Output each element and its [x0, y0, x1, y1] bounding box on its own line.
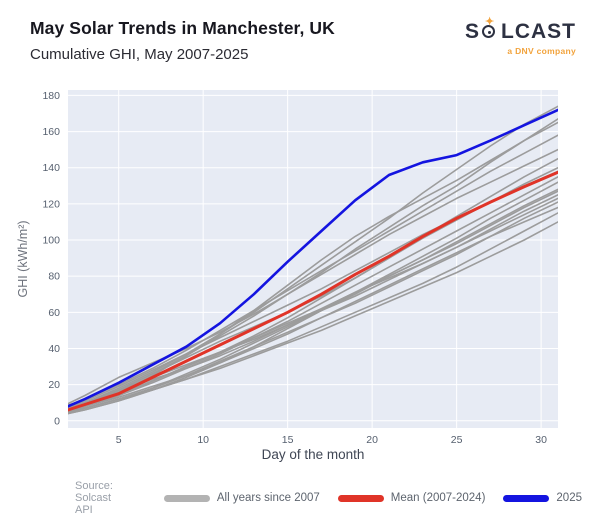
chart-footer: Source: Solcast API All years since 2007… [0, 480, 600, 516]
x-tick-label: 30 [535, 434, 547, 446]
legend-label: All years since 2007 [216, 492, 320, 504]
x-tick-label: 20 [366, 434, 378, 446]
legend-item-mean: Mean (2007-2024) [337, 492, 486, 504]
solcast-logo-text: S ✦ LCAST [464, 16, 576, 44]
y-tick-label: 0 [54, 415, 60, 427]
y-tick-label: 140 [42, 162, 60, 174]
x-axis-title: Day of the month [262, 447, 365, 462]
logo-tagline: a DNV company [507, 46, 576, 56]
legend-label: 2025 [556, 492, 582, 504]
sun-icon: ✦ [481, 16, 500, 42]
series-line-2022 [68, 176, 558, 412]
legend-item-all-years: All years since 2007 [163, 492, 320, 504]
series-line-2017 [68, 134, 558, 407]
series-line-2015 [68, 201, 558, 413]
series-line-2024 [68, 221, 558, 413]
logo-prefix: S [464, 20, 480, 43]
series-line-2021 [68, 212, 558, 415]
page-title: May Solar Trends in Manchester, UK [30, 18, 335, 38]
y-tick-label: 20 [48, 379, 60, 391]
y-tick-label: 100 [42, 235, 60, 247]
spark-icon: ✦ [485, 15, 496, 28]
source-note: Source: Solcast API [75, 480, 113, 516]
y-axis-title: GHI (kWh/m²) [16, 220, 30, 297]
y-tick-label: 120 [42, 198, 60, 210]
legend-swatch-red [337, 494, 384, 502]
series-line-2023 [68, 194, 558, 409]
y-tick-label: 60 [48, 307, 60, 319]
legend-swatch-blue [503, 494, 550, 502]
legend-item-2025: 2025 [503, 492, 582, 504]
chart: 0 20 40 60 80 100 120 140 160 180 5 10 15 20 25 30 Day … [16, 90, 558, 462]
series-line-2007 [68, 157, 558, 412]
page-subtitle: Cumulative GHI, May 2007-2025 [30, 46, 249, 63]
series-line-2014 [68, 190, 558, 410]
x-tick-label: 10 [197, 434, 209, 446]
solcast-logo: S ✦ LCAST a DNV company [464, 16, 576, 56]
legend-label: Mean (2007-2024) [390, 492, 486, 504]
logo-suffix: LCAST [501, 20, 576, 43]
series-line-2025 [68, 108, 558, 408]
y-tick-label: 160 [42, 126, 60, 138]
legend-swatch-gray [163, 494, 210, 502]
header: May Solar Trends in Manchester, UK Cumul… [30, 18, 335, 63]
y-tick-label: 40 [48, 343, 60, 355]
series-line-mean-2007-2024- [68, 170, 558, 412]
series-line-2020 [68, 118, 558, 409]
x-tick-label: 15 [282, 434, 294, 446]
x-tick-label: 5 [116, 434, 122, 446]
series-line-2018 [68, 105, 558, 409]
x-tick-label: 25 [451, 434, 463, 446]
y-tick-label: 180 [42, 90, 60, 102]
y-tick-label: 80 [48, 271, 60, 283]
